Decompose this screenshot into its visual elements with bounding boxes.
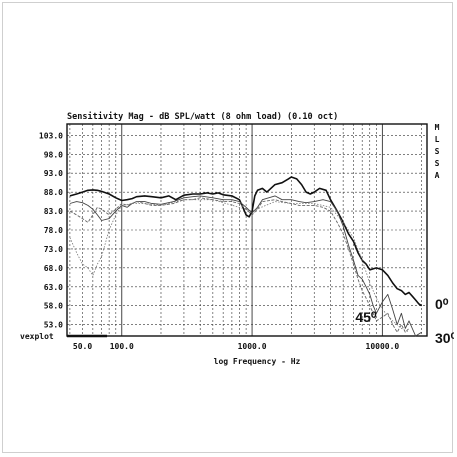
x-tick-label: 1000.0 — [238, 342, 267, 351]
axes — [66, 123, 428, 338]
chart-title: Sensitivity Mag - dB SPL/watt (8 ohm loa… — [67, 111, 338, 122]
frequency-response-chart: Sensitivity Mag - dB SPL/watt (8 ohm loa… — [20, 111, 454, 366]
x-tick-label: 50.0 — [73, 342, 92, 351]
legend-letter: S — [435, 147, 440, 156]
corner-label: vexplot — [20, 332, 54, 341]
y-tick-label: 88.0 — [44, 188, 63, 197]
legend-letter: A — [435, 171, 440, 180]
legend-letter: L — [435, 135, 440, 144]
series-line — [69, 199, 410, 333]
plot-border — [66, 123, 428, 337]
y-tick-label: 78.0 — [44, 226, 63, 235]
y-tick-label: 58.0 — [44, 302, 63, 311]
y-tick-label: 63.0 — [44, 283, 63, 292]
x-axis-label: log Frequency - Hz — [214, 357, 301, 366]
y-tick-label: 93.0 — [44, 169, 63, 178]
y-tick-label: 73.0 — [44, 245, 63, 254]
x-tick-label: 10000.0 — [366, 342, 400, 351]
y-tick-label: 83.0 — [44, 207, 63, 216]
legend-letter: S — [435, 159, 440, 168]
angle-annotation: 45⁰ — [355, 309, 377, 325]
y-tick-label: 98.0 — [44, 150, 63, 159]
angle-annotation: 0⁰ — [435, 296, 449, 312]
x-tick-label: 100.0 — [110, 342, 134, 351]
y-tick-label: 53.0 — [44, 321, 63, 330]
labels: 103.0 98.0 93.0 88.0 83.0 78.0 73.0 68.0 63.0 58.… — [20, 123, 454, 366]
chart-frame: Sensitivity Mag - dB SPL/watt (8 ohm loa… — [2, 2, 454, 453]
series-line — [69, 197, 410, 333]
y-tick-label: 68.0 — [44, 264, 63, 273]
legend-letter: M — [435, 123, 440, 132]
angle-annotation: 30⁰ — [435, 330, 454, 346]
series — [69, 176, 423, 337]
y-tick-label: 103.0 — [39, 131, 63, 140]
series-line — [69, 176, 423, 307]
